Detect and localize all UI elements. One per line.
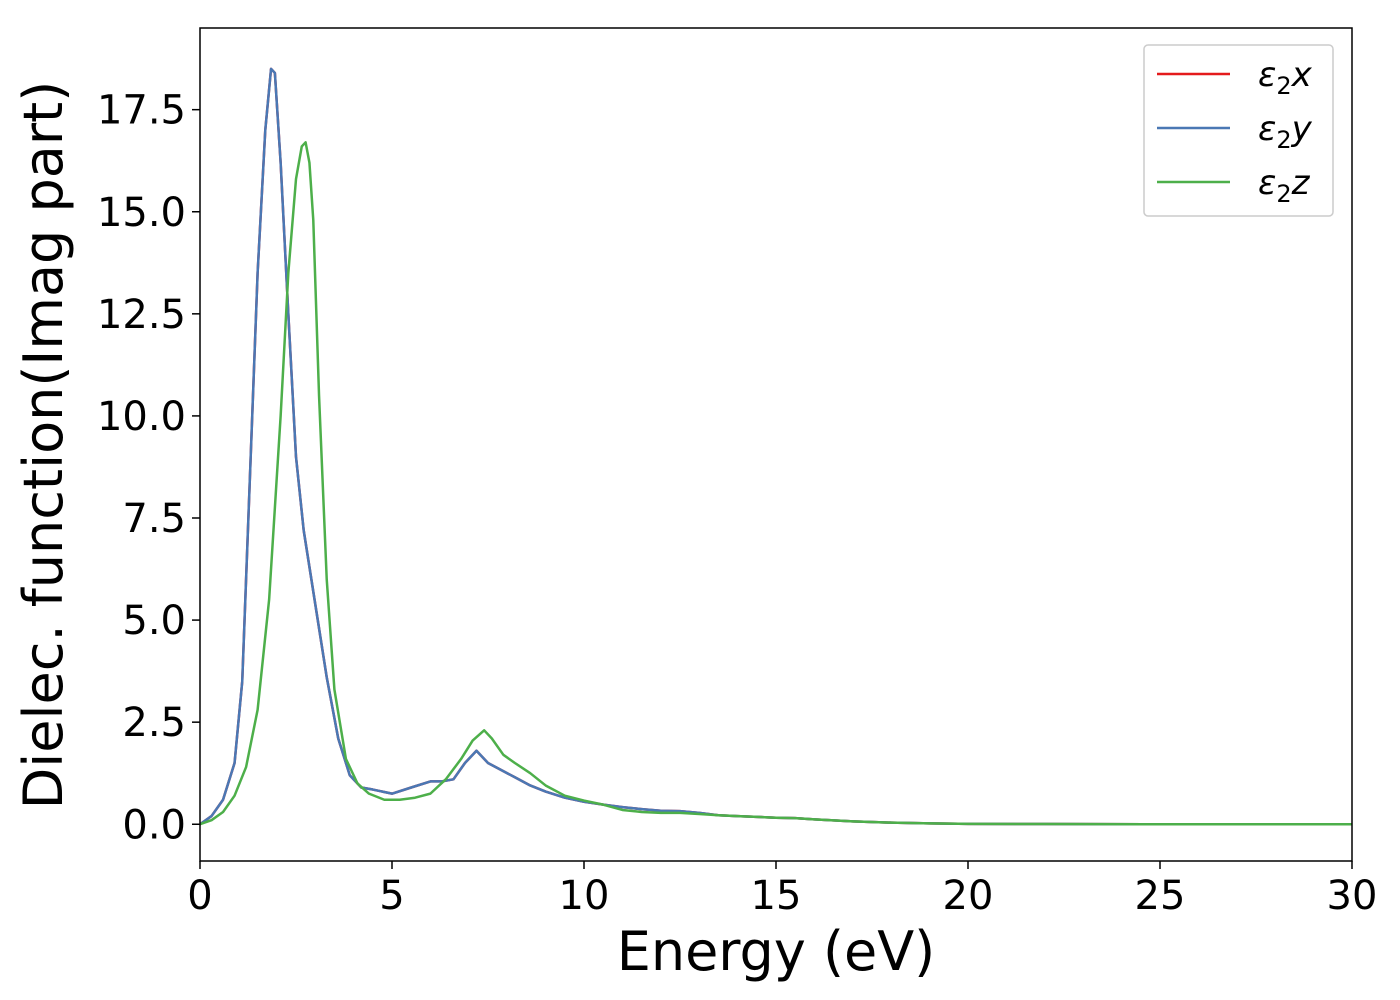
series-line-z — [200, 141, 1352, 826]
x-tick-label: 20 — [943, 873, 994, 919]
y-tick-label: 15.0 — [97, 190, 186, 236]
legend-label-z: ε2z — [1258, 163, 1311, 208]
y-tick-label: 17.5 — [97, 88, 186, 134]
legend: ε2x ε2y ε2z — [1143, 44, 1334, 217]
x-tick-label: 5 — [379, 873, 404, 919]
y-axis-label: Dielec. function(Imag part) — [12, 81, 75, 810]
x-tick-label: 15 — [751, 873, 802, 919]
x-axis-label: Energy (eV) — [617, 920, 936, 983]
legend-label-x: ε2x — [1258, 55, 1313, 100]
y-tick-label: 10.0 — [97, 394, 186, 440]
y-tick-label: 2.5 — [122, 700, 186, 746]
x-tick-label: 0 — [187, 873, 212, 919]
x-tick-label: 25 — [1135, 873, 1186, 919]
y-axis-ticks: 0.0 2.5 5.0 7.5 10.0 12.5 15.0 17.5 — [97, 88, 200, 848]
series-layer — [200, 67, 1352, 826]
y-tick-label: 0.0 — [122, 802, 186, 848]
legend-box — [1143, 44, 1334, 217]
x-tick-label: 30 — [1327, 873, 1378, 919]
x-axis-ticks: 0 5 10 15 20 25 30 — [187, 861, 1377, 919]
y-tick-label: 5.0 — [122, 598, 186, 644]
y-tick-label: 12.5 — [97, 292, 186, 338]
x-tick-label: 10 — [559, 873, 610, 919]
legend-label-y: ε2y — [1258, 109, 1313, 154]
y-tick-label: 7.5 — [122, 496, 186, 542]
